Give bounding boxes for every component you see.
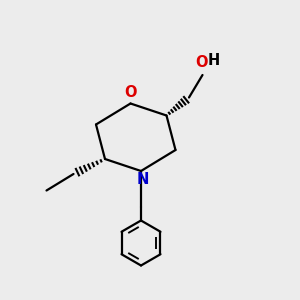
Text: O: O bbox=[124, 85, 137, 100]
Text: N: N bbox=[136, 172, 149, 188]
Text: H: H bbox=[208, 53, 220, 68]
Text: O: O bbox=[195, 55, 207, 70]
